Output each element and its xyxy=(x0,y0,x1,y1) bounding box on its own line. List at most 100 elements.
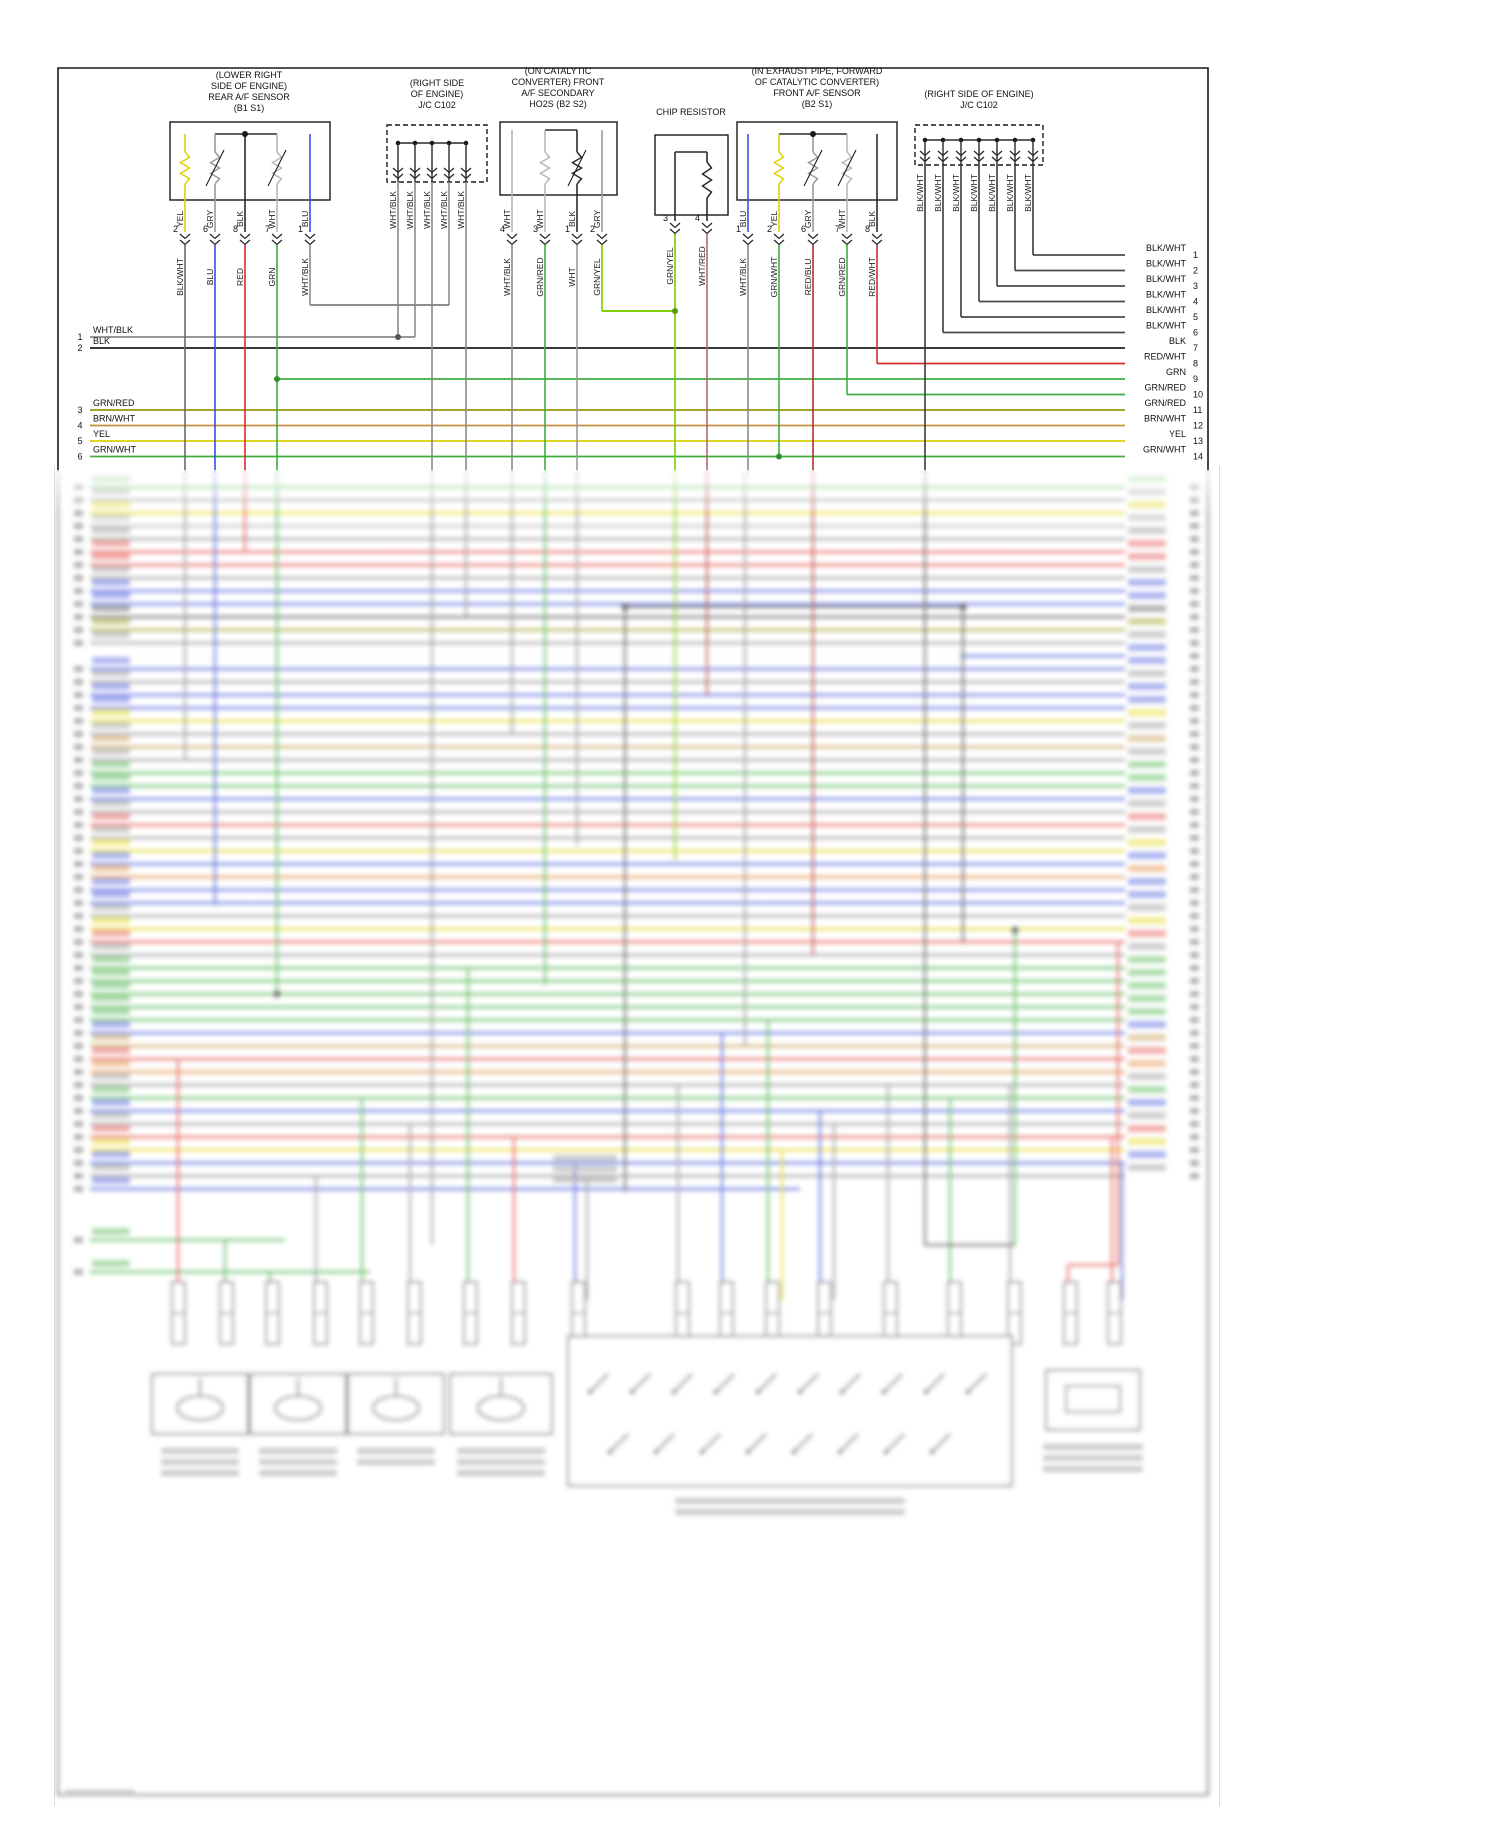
wire-color-label: WHT xyxy=(267,209,277,228)
wire-color-label: GRY xyxy=(803,210,813,229)
blurred-wire-label xyxy=(1128,696,1166,703)
bus-wire-label-left: GRN/WHT xyxy=(93,445,136,455)
component-title: REAR A/F SENSOR xyxy=(208,92,290,102)
bus-wire-number-right: 4 xyxy=(1193,297,1198,307)
wire-color-label: GRN xyxy=(267,268,277,287)
blurred-caption-text xyxy=(1043,1444,1143,1450)
inline-connector-icon xyxy=(773,239,785,246)
blurred-wire-label xyxy=(92,826,130,833)
blurred-switch-contact xyxy=(609,1433,629,1453)
blurred-wire-number xyxy=(74,731,83,737)
blurred-contact-dot xyxy=(653,1449,659,1455)
blurred-wire-label xyxy=(1128,774,1166,781)
blurred-wire-number xyxy=(1190,692,1199,698)
blurred-wire-number xyxy=(74,614,83,620)
inline-connector-icon xyxy=(460,173,472,180)
blurred-switch-contact xyxy=(747,1433,767,1453)
bus-wire-number-right: 14 xyxy=(1193,452,1203,462)
blurred-wire-number xyxy=(74,835,83,841)
bus-wire-number-left: 2 xyxy=(77,343,82,353)
blurred-wire-label xyxy=(92,1060,130,1067)
bus-wire-number-left: 5 xyxy=(77,436,82,446)
blurred-contact-dot xyxy=(755,1389,761,1395)
junction-dot xyxy=(273,990,281,998)
bus-wire-label-right: BLK/WHT xyxy=(1146,259,1187,269)
pin-number: 8 xyxy=(233,224,238,234)
blurred-wire-number xyxy=(1190,757,1199,763)
wire-color-label: BLK/WHT xyxy=(1005,174,1015,212)
wire-color-label: BLK xyxy=(867,211,877,227)
junction-connector-c102-right: (RIGHT SIDE OF ENGINE)J/C C102 BLK/WHT BLK… xyxy=(914,89,1044,473)
blurred-wire-label xyxy=(1128,618,1166,625)
blurred-caption-text xyxy=(675,1509,905,1515)
inline-connector-icon xyxy=(571,233,583,240)
inline-connector-icon xyxy=(669,228,681,235)
blurred-caption-text xyxy=(553,1155,617,1161)
blurred-wire-label xyxy=(92,1151,130,1158)
blurred-wire-label xyxy=(92,1112,130,1119)
component-title: OF ENGINE) xyxy=(411,89,464,99)
blurred-wire-number xyxy=(74,497,83,503)
resistor-icon xyxy=(571,151,583,185)
inline-connector-icon xyxy=(571,239,583,246)
blurred-switch-contact xyxy=(793,1433,813,1453)
blurred-wire-number xyxy=(1190,497,1199,503)
blurred-wire-number xyxy=(1190,1147,1199,1153)
blurred-wire-number xyxy=(74,692,83,698)
wire-color-label: WHT/BLK xyxy=(422,191,432,229)
blurred-wire-number xyxy=(74,1121,83,1127)
blurred-wire-number xyxy=(74,1017,83,1023)
bus-wire-label-left: WHT/BLK xyxy=(93,325,133,335)
blurred-wire-number xyxy=(74,640,83,646)
blurred-wire-label xyxy=(1128,826,1166,833)
blurred-switch-contact xyxy=(589,1373,609,1393)
blurred-wire-label xyxy=(1128,1164,1166,1171)
blurred-wire-number xyxy=(1190,640,1199,646)
blurred-wire-number xyxy=(1190,1069,1199,1075)
variable-arrow-icon xyxy=(267,149,287,187)
blurred-caption-text xyxy=(161,1470,239,1476)
inline-connector-icon xyxy=(239,239,251,246)
blurred-wire-label xyxy=(1128,904,1166,911)
blurred-caption-text xyxy=(457,1470,545,1476)
bus-wire-label-right: BLK xyxy=(1169,336,1186,346)
blurred-wire-label xyxy=(1128,1060,1166,1067)
bus-wire-number-left: 6 xyxy=(77,452,82,462)
inline-connector-icon xyxy=(991,156,1003,163)
resistor-icon xyxy=(701,161,713,199)
blurred-wire-label xyxy=(92,904,130,911)
blurred-wire-number xyxy=(74,900,83,906)
blurred-wire-label xyxy=(1128,878,1166,885)
blurred-caption-text xyxy=(357,1459,435,1465)
inline-connector-icon xyxy=(1009,150,1021,157)
blurred-wire-label xyxy=(1128,930,1166,937)
wire-color-label: WHT/BLK xyxy=(502,258,512,296)
blurred-wire-label xyxy=(92,566,130,573)
blurred-wire-number xyxy=(1190,1160,1199,1166)
component-title: HO2S (B2 S2) xyxy=(529,99,587,109)
wire-color-label: GRY xyxy=(205,210,215,229)
component-box xyxy=(736,121,898,201)
bus-wire-label-left: GRN/RED xyxy=(93,398,135,408)
blurred-wire-number xyxy=(74,575,83,581)
blurred-wire-label xyxy=(92,553,130,560)
bus-wire-label-right: BLK/WHT xyxy=(1146,321,1187,331)
wire-color-label: BLK/WHT xyxy=(915,174,925,212)
bus-wire-label-right: BLK/WHT xyxy=(1146,290,1187,300)
blurred-wire-label xyxy=(92,475,130,482)
wire-color-label: BLK/WHT xyxy=(951,174,961,212)
blurred-wire-number xyxy=(1190,874,1199,880)
blurred-wire-label xyxy=(1128,631,1166,638)
blurred-wire-number xyxy=(74,1269,83,1275)
inline-connector-icon xyxy=(460,167,472,174)
variable-arrow-icon xyxy=(837,149,857,187)
blurred-wire-number xyxy=(1190,835,1199,841)
blurred-wire-label xyxy=(92,722,130,729)
blurred-wire-number xyxy=(1190,601,1199,607)
blurred-wire-number xyxy=(1190,705,1199,711)
blurred-diagram-region xyxy=(55,470,1220,1803)
blurred-switch-contact xyxy=(799,1373,819,1393)
wire-color-label: GRN/YEL xyxy=(665,247,675,285)
